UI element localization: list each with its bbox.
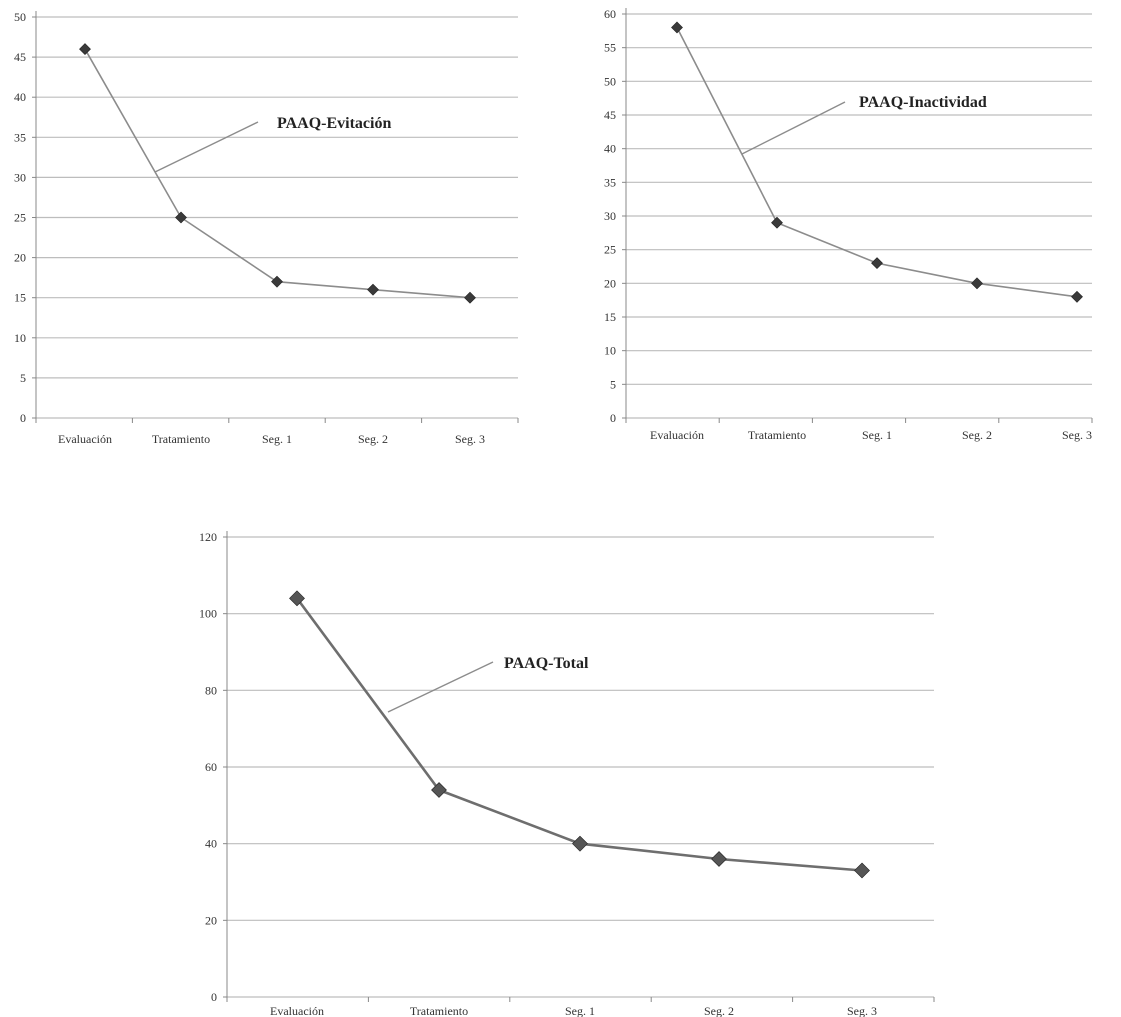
evitacion-y-tick-label: 35 [14, 130, 26, 144]
total-data-point [711, 851, 727, 867]
total-y-tick-label: 40 [205, 837, 217, 851]
evitacion-annotation-leader [154, 121, 259, 173]
evitacion-y-tick-label: 15 [14, 291, 26, 305]
total-annotation-label: PAAQ-Total [504, 655, 589, 672]
total-x-tick-label: Seg. 3 [847, 1004, 877, 1017]
evitacion-y-tick-label: 10 [14, 331, 26, 345]
total-y-tick-label: 60 [205, 760, 217, 774]
inactividad-y-tick-label: 5 [610, 377, 616, 391]
inactividad-y-tick-label: 25 [604, 243, 616, 257]
evitacion-y-tick-label: 40 [14, 90, 26, 104]
evitacion-x-tick-label: Evaluación [58, 432, 112, 446]
evitacion-y-tick-label: 30 [14, 170, 26, 184]
total-data-point [572, 835, 588, 852]
evitacion-x-tick-label: Seg. 1 [262, 432, 292, 446]
inactividad-y-tick-label: 55 [604, 41, 616, 55]
inactividad-x-tick-label: Tratamiento [748, 428, 806, 442]
evitacion-annotation-label: PAAQ-Evitación [277, 115, 391, 132]
evitacion-data-point [175, 211, 187, 224]
total-x-tick-label: Evaluación [270, 1004, 324, 1017]
evitacion-data-point [79, 43, 91, 56]
total-data-point [289, 590, 305, 607]
evitacion-y-tick-label: 0 [20, 411, 26, 425]
inactividad-data-point [1071, 290, 1083, 303]
inactividad-data-point [671, 21, 683, 34]
inactividad-data-point [871, 257, 883, 270]
evitacion-y-tick-label: 20 [14, 251, 26, 265]
total-y-tick-label: 100 [199, 607, 217, 621]
inactividad-annotation-leader [741, 101, 846, 155]
evitacion-y-tick-label: 5 [20, 371, 26, 385]
evitacion-data-point [271, 275, 283, 288]
inactividad-y-tick-label: 45 [604, 108, 616, 122]
inactividad-y-tick-label: 60 [604, 7, 616, 21]
total-annotation-leader [387, 661, 494, 713]
evitacion-y-tick-label: 50 [14, 10, 26, 24]
evitacion-data-point [367, 283, 379, 296]
inactividad-y-tick-label: 15 [604, 310, 616, 324]
inactividad-y-tick-label: 10 [604, 344, 616, 358]
evitacion-x-tick-label: Tratamiento [152, 432, 210, 446]
chart-paaq-inactividad: 0 5 10 15 20 25 30 35 40 45 50 55 60 Evaluación Tratam… [604, 7, 1093, 442]
inactividad-y-tick-label: 35 [604, 175, 616, 189]
inactividad-y-tick-label: 20 [604, 276, 616, 290]
inactividad-data-point [971, 277, 983, 290]
evitacion-data-point [464, 291, 476, 304]
evitacion-x-tick-label: Seg. 2 [358, 432, 388, 446]
total-x-tick-label: Seg. 1 [565, 1004, 595, 1017]
chart-paaq-evitacion: 0 5 10 15 20 25 30 35 40 45 50 Evaluación Tratamient… [14, 10, 519, 446]
inactividad-y-tick-label: 50 [604, 74, 616, 88]
total-series-line [295, 597, 863, 872]
total-x-tick-label: Seg. 2 [704, 1004, 734, 1017]
evitacion-series-line [84, 48, 471, 299]
evitacion-x-tick-label: Seg. 3 [455, 432, 485, 446]
evitacion-y-tick-label: 45 [14, 50, 26, 64]
total-y-tick-label: 120 [199, 530, 217, 544]
total-x-tick-label: Tratamiento [410, 1004, 468, 1017]
chart-paaq-total: 0 20 40 60 80 100 120 Evaluación Tratamiento Seg.… [199, 530, 935, 1017]
inactividad-data-point [771, 216, 783, 229]
inactividad-annotation-label: PAAQ-Inactividad [859, 94, 987, 111]
total-data-point [431, 782, 447, 798]
inactividad-x-tick-label: Evaluación [650, 428, 704, 442]
inactividad-series-line [676, 27, 1078, 298]
total-y-tick-label: 80 [205, 683, 217, 697]
inactividad-y-tick-label: 40 [604, 142, 616, 156]
total-y-tick-label: 20 [205, 913, 217, 927]
inactividad-y-tick-label: 30 [604, 209, 616, 223]
inactividad-x-tick-label: Seg. 3 [1062, 428, 1092, 442]
inactividad-x-tick-label: Seg. 1 [862, 428, 892, 442]
evitacion-y-tick-label: 25 [14, 211, 26, 225]
total-y-tick-label: 0 [211, 990, 217, 1004]
inactividad-y-tick-label: 0 [610, 411, 616, 425]
inactividad-x-tick-label: Seg. 2 [962, 428, 992, 442]
total-data-point [854, 862, 870, 879]
